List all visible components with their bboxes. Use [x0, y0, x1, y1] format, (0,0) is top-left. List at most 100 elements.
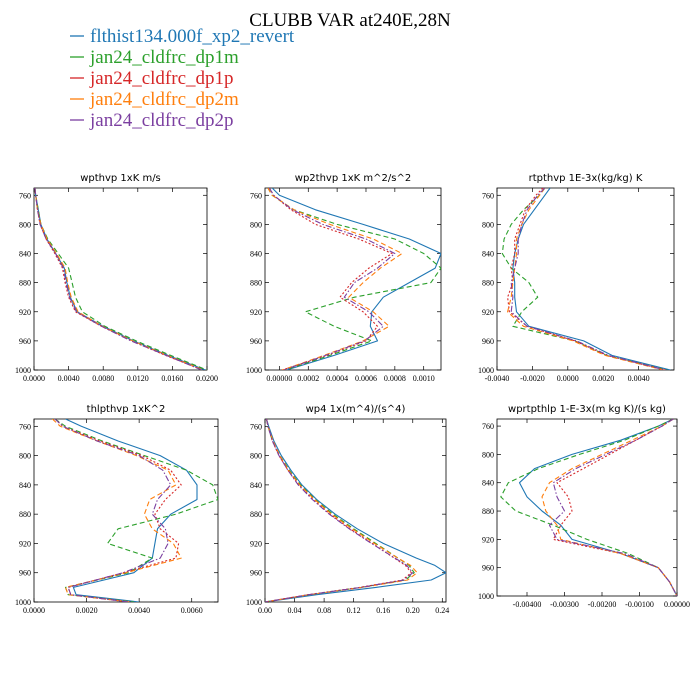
y-tick-label: 760 — [482, 422, 494, 431]
series-line — [265, 419, 414, 602]
plot-frame — [264, 418, 447, 603]
y-tick-label: 840 — [482, 250, 494, 259]
y-tick-label: 880 — [482, 279, 494, 288]
series-line — [271, 188, 441, 370]
series-line — [34, 188, 204, 370]
x-tick-label: 0.16 — [376, 606, 390, 615]
series-line — [507, 188, 664, 370]
x-tick-label: 0.20 — [406, 606, 420, 615]
x-tick-label: 0.0008 — [384, 374, 406, 383]
plot-frame — [496, 187, 675, 371]
x-tick-label: 0.0120 — [127, 374, 149, 383]
x-tick-label: 0.0060 — [181, 606, 203, 615]
plot-frame — [496, 418, 678, 597]
x-tick-label: 0.00 — [258, 606, 272, 615]
series-line — [267, 188, 403, 370]
legend-entry: jan24_cldfrc_dp2p — [89, 110, 234, 131]
panel-5: wp4 1x(m^4)/(s^4)76080084088092096010000… — [246, 404, 449, 615]
x-tick-label: 0.0040 — [58, 374, 80, 383]
x-tick-label: 0.0020 — [592, 374, 614, 383]
y-tick-label: 800 — [19, 452, 31, 461]
x-tick-label: 0.0010 — [413, 374, 435, 383]
panel-title: wp2thvp 1xK m^2/s^2 — [295, 173, 411, 184]
legend-entry: jan24_cldfrc_dp2m — [89, 89, 239, 110]
y-tick-label: 960 — [19, 569, 31, 578]
series-group — [52, 419, 218, 602]
figure-title: CLUBB VAR at240E,28N — [249, 10, 451, 31]
series-line — [518, 419, 677, 596]
panel-1: wpthvp 1xK m/s76080084088092096010000.00… — [15, 173, 218, 383]
x-tick-label: 0.0000 — [557, 374, 579, 383]
y-tick-label: 880 — [250, 510, 262, 519]
series-line — [552, 419, 677, 596]
plot-frame — [33, 187, 208, 371]
y-tick-label: 960 — [250, 569, 262, 578]
x-tick-label: 0.08 — [317, 606, 331, 615]
panels: wpthvp 1xK m/s76080084088092096010000.00… — [15, 173, 690, 615]
x-tick-label: -0.0020 — [520, 374, 545, 383]
y-tick-label: 760 — [482, 191, 494, 200]
y-tick-label: 1000 — [15, 366, 31, 375]
series-group — [501, 188, 671, 370]
y-tick-label: 1000 — [246, 598, 262, 607]
x-tick-label: 0.00000 — [664, 600, 690, 609]
series-line — [54, 419, 182, 602]
x-tick-label: 0.0002 — [297, 374, 319, 383]
y-tick-label: 920 — [19, 539, 31, 548]
y-tick-label: 840 — [19, 481, 31, 490]
series-line — [34, 188, 206, 370]
y-tick-label: 760 — [19, 191, 31, 200]
y-tick-label: 920 — [250, 308, 262, 317]
series-line — [507, 188, 666, 370]
series-group — [265, 419, 446, 602]
legend-entry: jan24_cldfrc_dp1m — [89, 47, 239, 68]
legend-entry: flthist134.000f_xp2_revert — [90, 26, 295, 47]
series-line — [265, 419, 418, 602]
y-tick-label: 1000 — [478, 366, 494, 375]
legend-entry: jan24_cldfrc_dp1p — [89, 68, 234, 89]
x-tick-label: 0.0006 — [355, 374, 377, 383]
y-tick-label: 960 — [482, 564, 494, 573]
y-tick-label: 880 — [19, 279, 31, 288]
series-line — [265, 419, 412, 602]
x-tick-label: 0.12 — [347, 606, 361, 615]
series-group — [500, 419, 677, 596]
y-tick-label: 840 — [250, 250, 262, 259]
y-tick-label: 800 — [482, 220, 494, 229]
y-tick-label: 760 — [250, 191, 262, 200]
x-tick-label: 0.0020 — [76, 606, 98, 615]
x-tick-label: 0.0004 — [326, 374, 348, 383]
y-tick-label: 760 — [250, 422, 262, 431]
y-tick-label: 880 — [482, 507, 494, 516]
y-tick-label: 1000 — [246, 366, 262, 375]
y-tick-label: 800 — [250, 220, 262, 229]
x-tick-label: 0.0080 — [92, 374, 114, 383]
x-tick-label: 0.00000 — [266, 374, 292, 383]
x-tick-label: 0.0000 — [23, 374, 45, 383]
y-tick-label: 800 — [19, 220, 31, 229]
series-line — [510, 188, 666, 370]
x-tick-label: 0.24 — [435, 606, 449, 615]
y-tick-label: 960 — [250, 337, 262, 346]
series-line — [501, 188, 668, 370]
y-tick-label: 1000 — [478, 592, 494, 601]
series-line — [500, 419, 677, 596]
x-tick-label: 0.0040 — [128, 606, 150, 615]
panel-6: wprtpthlp 1-E-3x(m kg K)/(s kg) 760 800 840… — [478, 404, 690, 609]
series-line — [34, 188, 207, 370]
panel-title: rtpthvp 1E-3x(kg/kg) K — [529, 173, 643, 184]
panel-title: wp4 1x(m^4)/(s^4) — [306, 404, 406, 415]
series-line — [34, 188, 203, 370]
series-line — [54, 419, 218, 602]
panel-title: wprtpthlp 1-E-3x(m kg K)/(s kg) — [508, 404, 666, 415]
x-tick-label: 0.04 — [288, 606, 302, 615]
x-tick-label: 0.0200 — [196, 374, 218, 383]
x-tick-label: -0.00100 — [625, 600, 654, 609]
panel-2: wp2thvp 1xK m^2/s^2 760 800 840 880 920 960 100… — [246, 173, 442, 383]
series-line — [54, 419, 172, 602]
y-tick-label: 920 — [482, 308, 494, 317]
y-tick-label: 840 — [482, 479, 494, 488]
x-tick-label: 0.0000 — [23, 606, 45, 615]
series-group — [34, 188, 207, 370]
